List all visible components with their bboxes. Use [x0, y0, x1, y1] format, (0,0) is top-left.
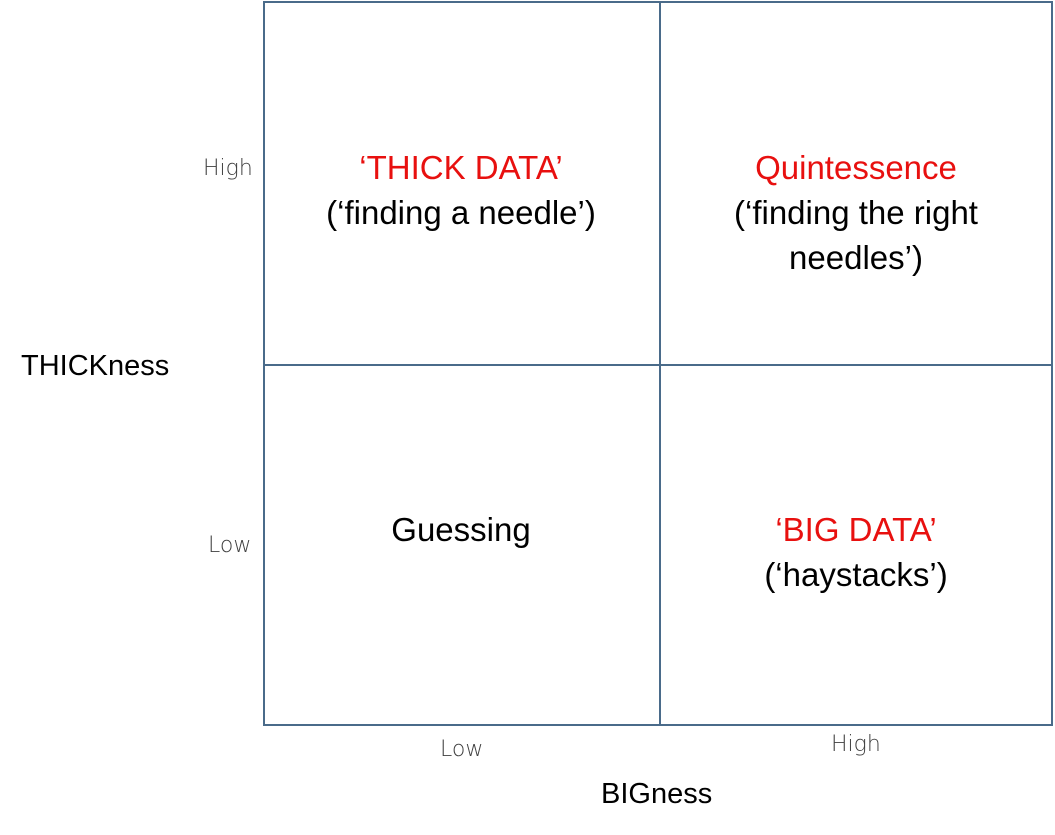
quadrant-bottom-right-title: ‘BIG DATA’ — [775, 511, 937, 548]
quadrant-bottom-left: Guessing — [263, 507, 659, 552]
y-axis-tick-low: Low — [208, 533, 252, 558]
quadrant-top-right: Quintessence (‘finding the right needles… — [659, 145, 1053, 280]
quadrant-top-left-title: ‘THICK DATA’ — [359, 149, 563, 186]
vertical-divider — [659, 3, 661, 724]
quadrant-top-left-subtitle: (‘finding a needle’) — [326, 194, 596, 231]
quadrant-bottom-right: ‘BIG DATA’ (‘haystacks’) — [659, 507, 1053, 597]
x-axis-tick-high: High — [831, 732, 881, 757]
x-axis-label: BIGness — [601, 778, 713, 810]
x-axis-tick-low: Low — [440, 737, 484, 762]
quadrant-top-right-subtitle-line1: (‘finding the right — [734, 194, 978, 231]
horizontal-divider — [265, 364, 1051, 366]
y-axis-tick-high: High — [203, 156, 253, 181]
quadrant-top-left: ‘THICK DATA’ (‘finding a needle’) — [263, 145, 659, 235]
quadrant-grid — [263, 1, 1053, 726]
quadrant-top-right-title: Quintessence — [755, 149, 957, 186]
quadrant-bottom-right-subtitle: (‘haystacks’) — [764, 556, 948, 593]
quadrant-bottom-left-title: Guessing — [391, 511, 531, 548]
y-axis-label: THICKness — [21, 350, 170, 382]
quadrant-top-right-subtitle-line2: needles’) — [789, 239, 923, 276]
